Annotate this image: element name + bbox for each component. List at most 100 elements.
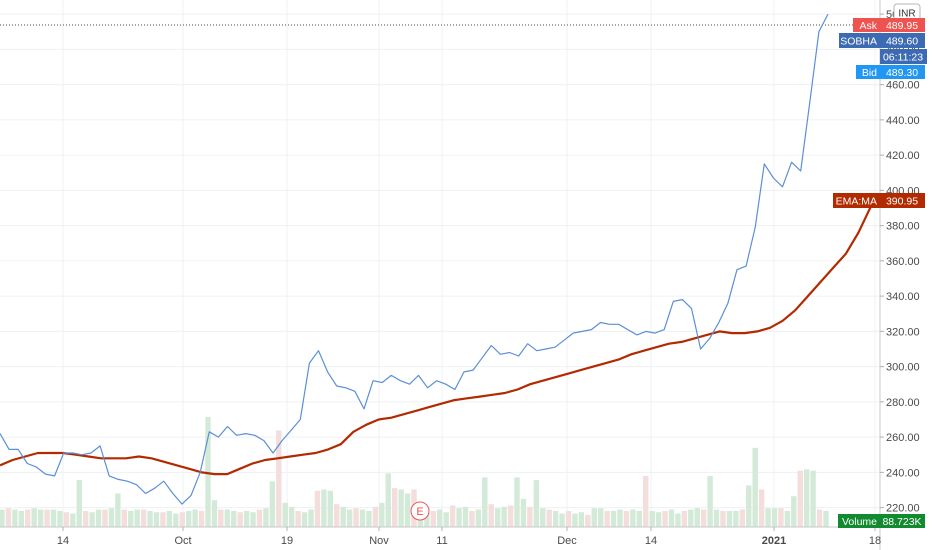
time-tick-label: 2021 <box>762 535 786 547</box>
volume-bar <box>44 509 50 527</box>
volume-bar <box>456 508 462 527</box>
volume-bar <box>385 473 391 527</box>
volume-bar <box>173 513 179 527</box>
price-tick-label: 420.00 <box>886 150 920 162</box>
currency-badge[interactable]: INR <box>893 3 921 22</box>
volume-bar <box>443 512 449 527</box>
volume-bar <box>449 505 456 527</box>
svg-text:Ask: Ask <box>859 20 877 32</box>
volume-bar <box>501 506 507 527</box>
svg-text:489.95: 489.95 <box>886 20 918 32</box>
volume-bar <box>25 509 31 527</box>
price-tick-label: 240.00 <box>886 467 920 479</box>
svg-text:E: E <box>416 506 423 518</box>
volume-bar <box>243 510 250 527</box>
volume-bar <box>681 510 688 527</box>
volume-bar <box>803 469 810 527</box>
volume-bar <box>327 490 334 527</box>
volume-bar <box>823 510 829 527</box>
volume-bar <box>758 489 765 527</box>
volume-bar <box>70 513 76 527</box>
volume-bar <box>166 510 173 527</box>
volume-bar <box>700 509 707 527</box>
time-tick-label: Dec <box>557 535 577 547</box>
volume-bar <box>739 509 746 527</box>
volume-bar <box>752 447 758 527</box>
volume-bar <box>585 514 591 527</box>
volume-bar <box>610 510 617 527</box>
volume-bar <box>527 506 533 527</box>
volume-bar <box>288 506 295 527</box>
price-tick-label: 340.00 <box>886 291 920 303</box>
volume-bar <box>437 509 443 527</box>
volume-bar <box>597 508 604 527</box>
volume-value-tag: Volume 88.723K <box>838 514 925 528</box>
volume-bar <box>720 510 726 527</box>
price-tick-label: 440.00 <box>886 115 920 127</box>
bid-price-tag: Bid 489.30 <box>856 65 925 79</box>
volume-bar <box>404 493 411 527</box>
volume-bar <box>726 510 733 527</box>
volume-bar <box>0 509 5 527</box>
volume-bar <box>778 508 784 527</box>
volume-bar <box>218 509 224 527</box>
volume-bar <box>784 510 791 527</box>
price-tick-label: 280.00 <box>886 397 920 409</box>
svg-text:88.723K: 88.723K <box>882 516 921 528</box>
volume-bar <box>108 508 115 527</box>
volume-bar <box>643 476 649 527</box>
volume-bar <box>540 508 546 527</box>
volume-bar <box>617 509 623 527</box>
volume-bar <box>688 509 694 527</box>
volume-bar <box>314 490 321 527</box>
volume-bar <box>475 509 482 527</box>
earnings-event-marker[interactable]: E <box>410 501 430 521</box>
volume-bar <box>552 510 559 527</box>
volume-bar <box>707 476 713 527</box>
volume-bar <box>655 512 662 527</box>
volume-bar <box>746 485 752 527</box>
volume-bar <box>391 488 398 527</box>
volume-bar <box>765 508 771 527</box>
volume-bar <box>346 509 353 527</box>
price-tick-label: 320.00 <box>886 326 920 338</box>
svg-text:489.30: 489.30 <box>886 67 918 79</box>
volume-bar <box>128 510 134 527</box>
price-tick-label: 220.00 <box>886 503 920 515</box>
volume-bar <box>295 510 301 527</box>
volume-bar <box>308 509 314 527</box>
volume-bar <box>771 508 778 527</box>
volume-bar <box>713 509 720 527</box>
volume-bar <box>810 470 816 527</box>
svg-text:390.95: 390.95 <box>886 196 918 208</box>
volume-bar <box>694 508 700 527</box>
volume-bar <box>482 477 488 527</box>
price-tick-label: 260.00 <box>886 432 920 444</box>
svg-text:SOBHA: SOBHA <box>840 36 877 48</box>
volume-bar <box>398 489 404 527</box>
volume-bar <box>430 510 437 527</box>
volume-bar <box>797 470 803 527</box>
volume-bar <box>494 508 501 527</box>
sobha-price-series-line <box>0 13 829 505</box>
time-axis[interactable]: 14 Oct 19 Nov 11 Dec 14 2021 18 <box>57 527 881 547</box>
price-tick-label: 380.00 <box>886 221 920 233</box>
volume-bar <box>31 508 37 527</box>
svg-text:Volume: Volume <box>842 516 877 528</box>
volume-bar <box>520 498 527 527</box>
volume-bar <box>263 508 269 527</box>
volume-bar <box>630 509 636 527</box>
volume-bar <box>623 510 630 527</box>
volume-bar <box>205 417 211 527</box>
volume-bar <box>334 504 340 527</box>
volume-bar <box>95 509 102 527</box>
volume-bar <box>198 510 205 527</box>
volume-bar <box>340 506 346 527</box>
volume-bar <box>237 512 243 527</box>
price-tick-label: 460.00 <box>886 80 920 92</box>
volume-bar <box>12 509 18 527</box>
volume-bar <box>102 509 108 527</box>
price-axis[interactable]: 220.00 240.00 260.00 280.00 300.00 320.00 340.… <box>880 9 920 515</box>
volume-bar <box>224 509 231 527</box>
